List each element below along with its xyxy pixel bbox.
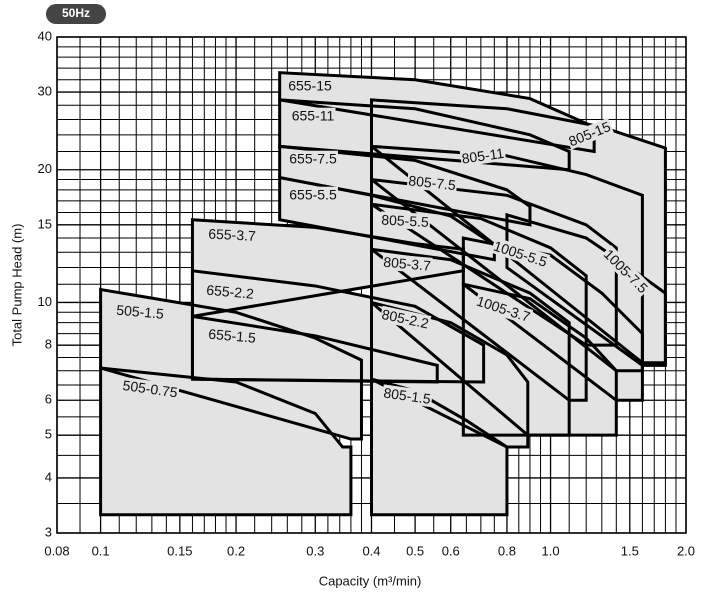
x-tick-label: 1.5 (621, 543, 639, 558)
region-label: 655-11 (292, 108, 335, 124)
region-outline (370, 98, 667, 365)
region-label: 655-2.2 (206, 282, 255, 302)
x-tick-label: 0.6 (442, 543, 460, 558)
region-label-bg (114, 301, 166, 322)
x-tick-label: 2.0 (677, 543, 695, 558)
x-tick-label: 0.5 (406, 543, 424, 558)
region-label-bg (565, 117, 614, 150)
region-label-bg (473, 292, 534, 326)
badge: 50Hz (62, 6, 90, 20)
x-tick-label: 0.1 (92, 543, 110, 558)
region-label-bg (459, 144, 507, 167)
region-label: 655-3.7 (208, 225, 256, 243)
x-axis-label: Capacity (m³/min) (319, 573, 422, 588)
region-labels: 505-0.75 505-1.5 655-1.5 655-2.2 655-3.7 655-… (114, 77, 652, 408)
region-label: 805-7.5 (408, 172, 457, 193)
badge-bg (46, 4, 106, 24)
region-fill (371, 379, 507, 515)
x-tick-label: 0.4 (362, 543, 380, 558)
region-label-bg (204, 281, 256, 302)
region-label: 805-11 (461, 145, 506, 167)
region-label: 805-5.5 (381, 211, 429, 229)
region-outline (505, 212, 667, 367)
region-outlines (99, 71, 667, 517)
region-label-bg (290, 107, 336, 124)
y-tick-label: 3 (45, 524, 52, 539)
y-tick-label: 20 (38, 161, 52, 176)
region-label: 805-1.5 (383, 384, 432, 406)
region-label-bg (381, 253, 433, 274)
region-label: 505-1.5 (116, 302, 165, 322)
x-tick-label: 0.08 (44, 543, 69, 558)
region-label-bg (206, 325, 258, 346)
region-label-bg (406, 172, 458, 194)
region-label: 655-15 (288, 78, 332, 94)
y-tick-label: 8 (45, 337, 52, 352)
region-outline (370, 202, 588, 402)
region-label-bg (288, 150, 338, 167)
region-outline (278, 71, 596, 154)
region-outline (370, 300, 530, 449)
y-tick-label: 6 (45, 392, 52, 407)
region-label-bg (379, 211, 431, 230)
region-label-bg (379, 305, 432, 332)
y-axis-label: Total Pump Head (m) (9, 224, 24, 347)
y-tick-label: 4 (45, 469, 52, 484)
region-fill (463, 284, 617, 436)
region-outline (99, 366, 353, 517)
x-tick-label: 0.3 (306, 543, 324, 558)
region-fill (463, 238, 643, 401)
region-label: 655-1.5 (208, 326, 257, 346)
region-label: 505-0.75 (122, 377, 179, 401)
plot-frame (56, 36, 687, 534)
y-tick-label: 15 (38, 216, 52, 231)
region-label-bg (600, 245, 652, 298)
region-outline (370, 144, 644, 373)
x-tick-label: 0.15 (167, 543, 192, 558)
region-label-bg (381, 384, 434, 408)
region-outline (461, 236, 644, 402)
region-label-bg (490, 237, 551, 271)
region-label: 805-3.7 (383, 254, 432, 274)
y-tick-label: 30 (38, 84, 52, 99)
region-label-bg (120, 376, 180, 401)
region-fills (100, 72, 666, 515)
region-label: 655-5.5 (289, 187, 337, 203)
x-tick-label: 1.0 (542, 543, 560, 558)
y-tick-label: 40 (38, 28, 52, 43)
region-label-bg (206, 225, 258, 244)
region-label: 655-7.5 (289, 151, 337, 167)
region-label-bg (287, 77, 334, 94)
region-outline (99, 287, 363, 441)
y-tick-label: 5 (45, 427, 52, 442)
region-label-bg (288, 186, 338, 203)
y-tick-label: 10 (38, 294, 52, 309)
x-tick-label: 0.2 (227, 543, 245, 558)
x-tick-label: 0.8 (498, 543, 516, 558)
